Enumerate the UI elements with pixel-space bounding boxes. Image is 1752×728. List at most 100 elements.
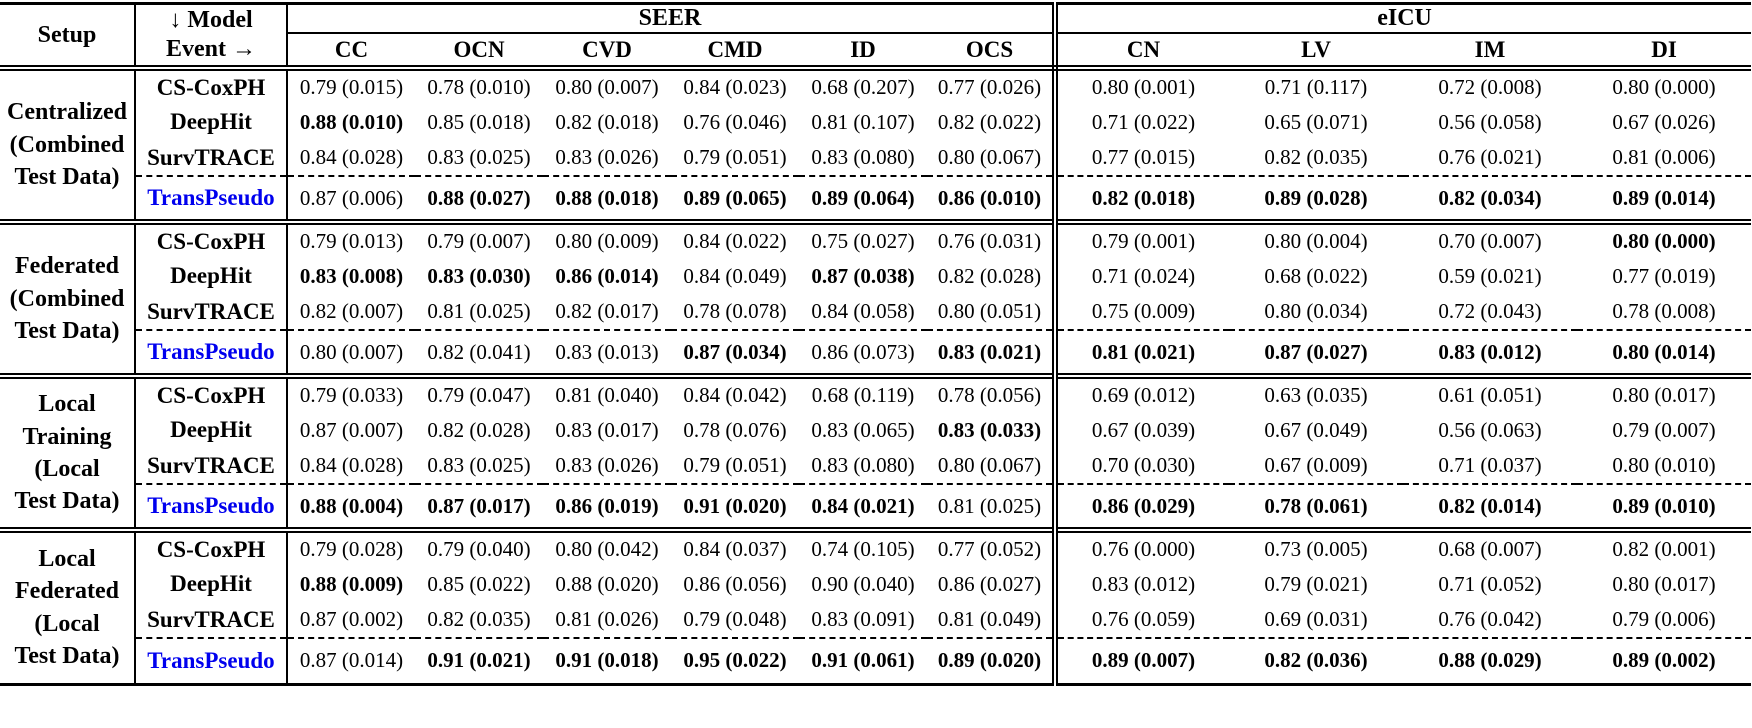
value-cell: 0.80 (0.004) — [1229, 219, 1404, 258]
value-cell: 0.88 (0.027) — [415, 175, 543, 222]
model-name-cell: CS-CoxPH — [135, 527, 288, 566]
setup-line: Federated — [15, 578, 119, 605]
setup-line: Local — [38, 545, 96, 572]
setup-cell: Federated (Combined Test Data) — [0, 219, 136, 376]
value-cell: 0.73 (0.005) — [1229, 527, 1404, 566]
value-cell: 0.56 (0.063) — [1438, 417, 1542, 442]
column-header-cmd: CMD — [671, 33, 799, 71]
column-header-cvd: CVD — [543, 33, 671, 71]
setup-line: Test Data) — [14, 488, 120, 515]
value-cell: 0.80 (0.009) — [543, 219, 671, 258]
value-cell: 0.82 (0.014) — [1403, 483, 1578, 530]
value-cell: 0.83 (0.080) — [811, 453, 915, 477]
setup-cell: Local Federated (Local Test Data) — [0, 527, 136, 684]
value-cell: 0.71 (0.052) — [1438, 571, 1542, 596]
value-cell: 0.79 (0.006) — [1612, 607, 1716, 631]
value-cell: 0.84 (0.058) — [811, 299, 915, 323]
value-cell: 0.77 (0.015) — [1091, 145, 1196, 169]
table-row: DeepHit 0.88 (0.010) 0.85 (0.018) 0.82 (0.0… — [0, 104, 1751, 140]
value-cell: 0.77 (0.026) — [927, 68, 1059, 104]
value-cell: 0.87 (0.002) — [299, 607, 404, 631]
value-cell: 0.81 (0.025) — [927, 483, 1059, 530]
value-cell: 0.72 (0.043) — [1438, 299, 1542, 323]
table-row: TransPseudo 0.88 (0.004) 0.87 (0.017) 0.86 … — [0, 483, 1752, 530]
value-cell: 0.83 (0.017) — [555, 417, 659, 442]
value-cell: 0.88 (0.018) — [543, 175, 671, 222]
column-header-cc: CC — [287, 33, 415, 71]
model-name-cell: TransPseudo — [135, 637, 288, 684]
model-name-cell: CS-CoxPH — [135, 373, 288, 412]
value-cell: 0.71 (0.022) — [1091, 109, 1196, 134]
value-cell: 0.79 (0.001) — [1055, 219, 1230, 258]
value-cell: 0.79 (0.051) — [683, 145, 787, 169]
value-cell: 0.81 (0.025) — [427, 299, 531, 323]
value-cell: 0.90 (0.040) — [811, 571, 915, 596]
value-cell: 0.83 (0.012) — [1403, 329, 1578, 376]
setup-line: Test Data) — [14, 643, 120, 670]
model-name-cell: CS-CoxPH — [135, 219, 288, 258]
value-cell: 0.88 (0.010) — [299, 109, 404, 134]
table-row: SurvTRACE 0.87 (0.002) 0.82 (0.035) 0.81 (0… — [0, 602, 1751, 638]
value-cell: 0.83 (0.013) — [543, 329, 671, 376]
value-cell: 0.81 (0.107) — [811, 109, 915, 134]
value-cell: 0.89 (0.028) — [1229, 175, 1404, 222]
value-cell: 0.79 (0.047) — [415, 373, 543, 412]
value-cell: 0.89 (0.002) — [1577, 637, 1752, 684]
value-cell: 0.91 (0.021) — [415, 637, 543, 684]
value-cell: 0.78 (0.008) — [1612, 299, 1716, 323]
value-cell: 0.82 (0.017) — [555, 299, 659, 323]
value-cell: 0.88 (0.029) — [1403, 637, 1578, 684]
value-cell: 0.76 (0.042) — [1438, 607, 1542, 631]
value-cell: 0.82 (0.018) — [555, 109, 659, 134]
model-name-cell: SurvTRACE — [135, 294, 288, 330]
value-cell: 0.79 (0.015) — [299, 75, 404, 99]
setup-line: Training — [22, 423, 112, 450]
value-cell: 0.84 (0.028) — [299, 145, 404, 169]
event-columns-row: CC OCN CVD CMD ID OCS CN LV IM DI — [0, 33, 1752, 71]
column-header-lv: LV — [1229, 33, 1404, 71]
setup-cell: Centralized (Combined Test Data) — [0, 68, 136, 222]
value-cell: 0.80 (0.017) — [1577, 373, 1752, 412]
value-cell: 0.79 (0.007) — [1612, 417, 1716, 442]
value-cell: 0.82 (0.022) — [927, 104, 1059, 140]
value-cell: 0.83 (0.008) — [299, 263, 404, 288]
value-cell: 0.84 (0.049) — [683, 263, 787, 288]
model-name-cell: SurvTRACE — [135, 140, 288, 176]
value-cell: 0.81 (0.040) — [543, 373, 671, 412]
model-name-cell: DeepHit — [135, 412, 288, 448]
model-label: ↓ Model — [169, 7, 253, 34]
value-cell: 0.87 (0.027) — [1229, 329, 1404, 376]
value-cell: 0.86 (0.073) — [799, 329, 927, 376]
model-name-cell: DeepHit — [135, 566, 288, 602]
model-name-cell: TransPseudo — [135, 329, 288, 376]
value-cell: 0.79 (0.028) — [287, 527, 415, 566]
value-cell: 0.83 (0.026) — [555, 145, 659, 169]
value-cell: 0.68 (0.207) — [811, 75, 915, 99]
value-cell: 0.75 (0.027) — [799, 219, 927, 258]
value-cell: 0.91 (0.020) — [671, 483, 799, 530]
value-cell: 0.89 (0.020) — [927, 637, 1059, 684]
value-cell: 0.81 (0.006) — [1612, 145, 1716, 169]
value-cell: 0.80 (0.000) — [1577, 219, 1752, 258]
value-cell: 0.67 (0.009) — [1264, 453, 1368, 477]
value-cell: 0.86 (0.027) — [927, 566, 1059, 602]
model-event-column-header: ↓ Model Event → — [135, 3, 288, 71]
table-header: Setup ↓ Model Event → SEER eICU CC OCN CVD… — [0, 3, 1752, 71]
value-cell: 0.72 (0.008) — [1438, 75, 1542, 99]
value-cell: 0.89 (0.065) — [671, 175, 799, 222]
setup-line: (Local — [34, 456, 100, 482]
value-cell: 0.95 (0.022) — [671, 637, 799, 684]
value-cell: 0.82 (0.018) — [1055, 175, 1230, 222]
setup-line: (Combined — [9, 131, 125, 158]
value-cell: 0.88 (0.009) — [299, 571, 404, 596]
value-cell: 0.68 (0.022) — [1264, 263, 1368, 288]
table-row: Local Federated (Local Test Data) CS-CoxPH 0.… — [0, 527, 1752, 684]
value-cell: 0.79 (0.048) — [683, 607, 787, 631]
event-label: Event → — [166, 36, 256, 62]
setup-line: Federated — [15, 253, 119, 280]
value-cell: 0.80 (0.067) — [927, 448, 1059, 484]
table-row: SurvTRACE 0.82 (0.007) 0.81 (0.025) 0.82 (0… — [0, 294, 1751, 330]
value-cell: 0.80 (0.010) — [1612, 453, 1716, 477]
results-table: Setup ↓ Model Event → SEER eICU CC OCN CVD… — [0, 2, 1752, 686]
